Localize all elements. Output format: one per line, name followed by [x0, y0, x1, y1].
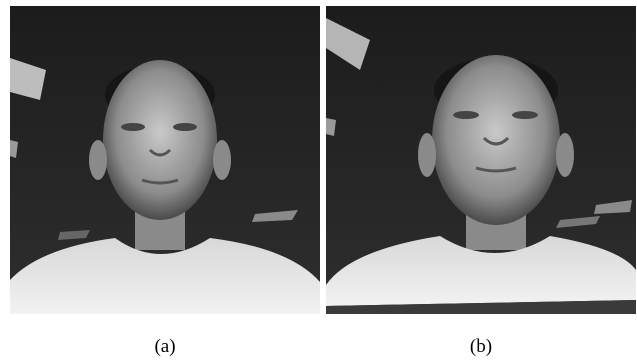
caption: (b) [470, 336, 492, 357]
photo-a [10, 6, 320, 314]
caption: (a) [154, 336, 175, 357]
photo-b [326, 6, 636, 314]
page: (a) (b) (() => { const data = JSON.parse… [0, 0, 637, 358]
figure: (a) (b) [0, 0, 637, 358]
